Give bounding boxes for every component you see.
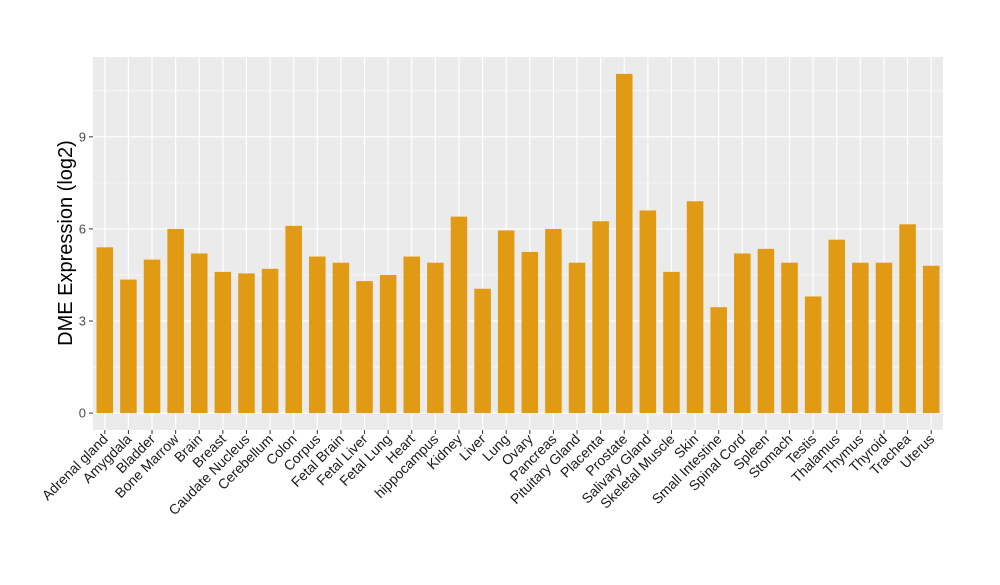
bar: [781, 262, 798, 414]
bar: [309, 256, 326, 414]
bar: [261, 268, 279, 414]
y-tick-label: 6: [79, 221, 86, 236]
bar: [285, 225, 302, 414]
bar: [356, 281, 373, 414]
bar: [639, 210, 657, 414]
bar: [710, 307, 727, 414]
bar: [427, 262, 444, 414]
bar: [214, 271, 232, 414]
bar: [379, 274, 397, 414]
bar: [686, 201, 704, 414]
bar: [592, 221, 609, 414]
bar: [757, 248, 775, 414]
bar: [922, 265, 940, 414]
bar: [521, 251, 539, 414]
bar: [96, 247, 114, 414]
bar: [167, 228, 184, 414]
bar: [497, 230, 515, 414]
bar: [568, 262, 586, 414]
y-tick-label: 0: [79, 406, 86, 421]
bar: [450, 216, 468, 414]
y-axis: 0 3 6 9: [79, 129, 93, 421]
y-axis-label: DME Expression (log2): [55, 140, 77, 346]
y-tick-label: 3: [79, 314, 86, 329]
bar: [120, 279, 137, 414]
bar: [332, 262, 350, 414]
bar: [403, 256, 421, 414]
y-tick-label: 9: [79, 129, 86, 144]
bar: [143, 259, 161, 414]
bar: [828, 239, 846, 414]
bar: [615, 73, 633, 414]
bar: [734, 253, 751, 414]
bar: [899, 224, 916, 414]
bar: [852, 262, 869, 414]
grid-minor: [93, 90, 943, 368]
bar: [663, 271, 680, 414]
bars: [96, 73, 940, 414]
bar: [804, 296, 822, 414]
bar: [545, 228, 562, 414]
bar: [190, 253, 208, 414]
bar: [474, 288, 491, 414]
plot-panel: [93, 57, 943, 430]
bar: [238, 273, 255, 414]
bar: [875, 262, 893, 414]
